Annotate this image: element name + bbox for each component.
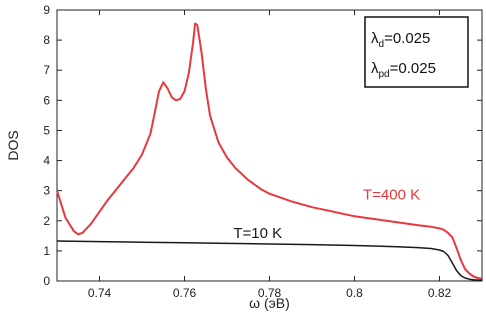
legend-line-lambda-d: λd=0.025 [371,30,430,50]
x-tick-label: 0.78 [258,286,282,300]
lambda-pd-value: =0.025 [390,60,436,77]
legend-line-lambda-pd: λpd=0.025 [371,60,436,80]
lambda-symbol: λ [371,60,379,77]
series-line-t10k [56,240,482,281]
parameter-legend-box: λd=0.025 λpd=0.025 [364,16,469,88]
y-tick-label: 3 [43,184,50,198]
x-tick-label: 0.8 [346,286,363,300]
y-tick-label: 1 [43,244,50,258]
series-annotation-t10k: T=10 K [233,225,282,242]
axis-ticks: 0.74 0.76 0.78 0.8 0.82 0 1 2 3 4 5 6 7 8 9 [43,3,482,300]
lambda-d-value: =0.025 [384,30,430,47]
y-axis-label: DOS [5,130,21,160]
y-tick-label: 8 [43,33,50,47]
y-tick-label: 7 [43,63,50,77]
annotation-layer: T=400 K T=10 K [233,187,420,243]
y-tick-label: 5 [43,123,50,137]
y-tick-label: 9 [43,3,50,17]
x-tick-label: 0.82 [428,286,452,300]
x-tick-label: 0.74 [88,286,112,300]
x-tick-label: 0.76 [173,286,197,300]
series-line-t400k [56,22,483,280]
lambda-symbol: λ [371,30,379,47]
legend-frame [364,16,469,88]
y-tick-label: 6 [43,93,50,107]
y-tick-label: 4 [43,154,50,168]
y-tick-label: 0 [43,274,50,288]
x-axis-label: ω (эВ) [249,295,290,311]
series-annotation-t400k: T=400 K [363,187,420,204]
lambda-subscript-d: d [379,39,385,50]
y-tick-label: 2 [43,214,50,228]
lambda-subscript-pd: pd [379,69,390,80]
series-layer [56,22,483,281]
